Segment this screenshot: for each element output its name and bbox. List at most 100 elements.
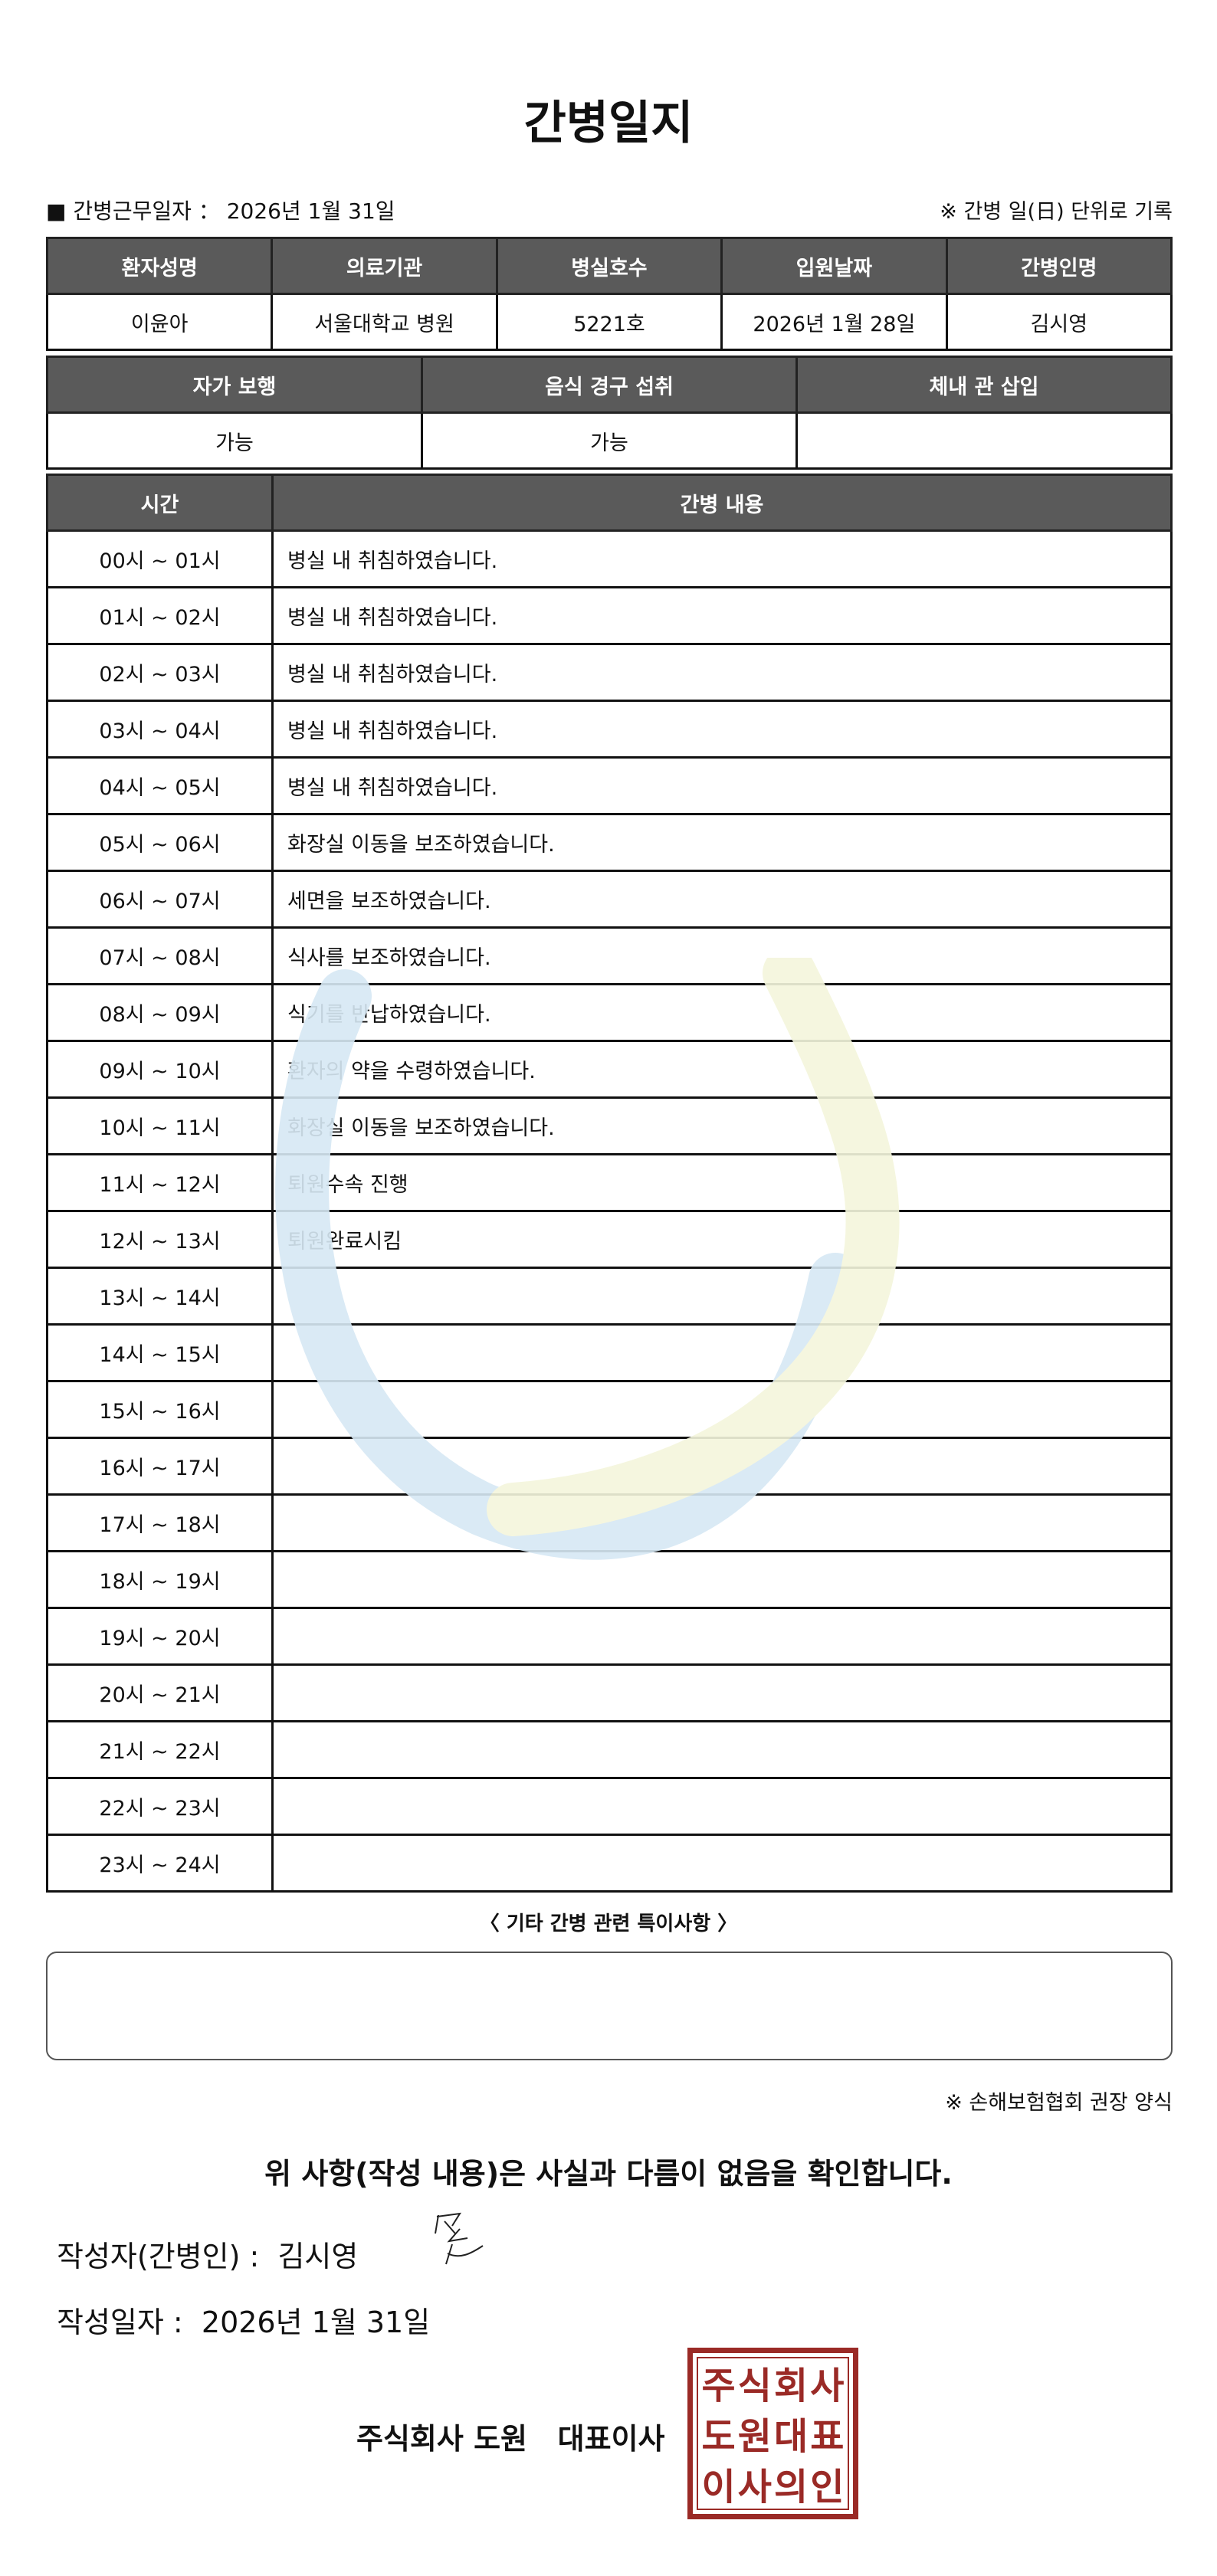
seal-glyph: 주 [701,2365,736,2407]
log-row: 08시 ~ 09시 식기를 반납하였습니다. [46,983,1173,1042]
header-cell: 의료기관 [271,237,498,295]
seal-glyph: 대 [774,2415,809,2458]
seal-glyph: 표 [810,2415,845,2458]
log-content: 병실 내 취침하였습니다. [271,643,1173,702]
seal-glyph: 인 [810,2466,845,2509]
log-time: 15시 ~ 16시 [46,1380,274,1439]
log-row: 19시 ~ 20시 [46,1607,1173,1666]
log-row: 04시 ~ 05시 병실 내 취침하였습니다. [46,756,1173,815]
log-row: 15시 ~ 16시 [46,1380,1173,1439]
log-row: 03시 ~ 04시 병실 내 취침하였습니다. [46,700,1173,759]
written-date-label: 작성일자 : [57,2306,183,2339]
log-row: 05시 ~ 06시 화장실 이동을 보조하였습니다. [46,813,1173,872]
log-row: 20시 ~ 21시 [46,1663,1173,1722]
log-row: 06시 ~ 07시 세면을 보조하였습니다. [46,870,1173,929]
log-row: 09시 ~ 10시 환자의 약을 수령하였습니다. [46,1040,1173,1099]
seal-glyph: 회 [774,2365,809,2407]
log-content [271,1550,1173,1609]
seal-glyph: 도 [701,2415,736,2458]
header-cell: 체내 관 삽입 [795,356,1173,414]
log-content [271,1380,1173,1439]
log-content [271,1834,1173,1893]
header-cell: 병실호수 [495,237,723,295]
log-time: 02시 ~ 03시 [46,643,274,702]
log-content [271,1663,1173,1722]
log-content: 세면을 보조하였습니다. [271,870,1173,929]
log-time: 13시 ~ 14시 [46,1267,274,1326]
log-content [271,1607,1173,1666]
log-row: 12시 ~ 13시 퇴원완료시킴 [46,1210,1173,1269]
seal-glyph: 의 [774,2466,809,2509]
log-time: 04시 ~ 05시 [46,756,274,815]
log-time: 03시 ~ 04시 [46,700,274,759]
writer-label: 작성자(간병인) : [57,2240,260,2273]
header-cell: 입원날짜 [720,237,948,295]
log-row: 21시 ~ 22시 [46,1720,1173,1779]
log-row: 02시 ~ 03시 병실 내 취침하였습니다. [46,643,1173,702]
log-content: 퇴원완료시킴 [271,1210,1173,1269]
log-row: 17시 ~ 18시 [46,1493,1173,1552]
log-content: 병실 내 취침하였습니다. [271,756,1173,815]
log-time: 11시 ~ 12시 [46,1153,274,1212]
confirmation-statement: 위 사항(작성 내용)은 사실과 다름이 없음을 확인합니다. [264,2157,953,2191]
log-time: 16시 ~ 17시 [46,1437,274,1496]
log-time: 10시 ~ 11시 [46,1096,274,1155]
log-time: 22시 ~ 23시 [46,1777,274,1836]
room-number: 5221호 [495,293,723,351]
log-time: 00시 ~ 01시 [46,529,274,588]
seal-glyph: 사 [810,2365,845,2407]
self-walking: 가능 [46,411,423,470]
work-date-label: ■ 간병근무일자 ： [46,198,220,224]
notes-title: 〈 기타 간병 관련 특이사항 〉 [479,1912,738,1935]
log-time: 17시 ~ 18시 [46,1493,274,1552]
header-cell: 음식 경구 섭취 [421,356,798,414]
log-content: 병실 내 취침하였습니다. [271,529,1173,588]
log-time: 05시 ~ 06시 [46,813,274,872]
log-row: 11시 ~ 12시 퇴원수속 진행 [46,1153,1173,1212]
written-date: 2026년 1월 31일 [201,2306,431,2339]
log-content: 병실 내 취침하였습니다. [271,700,1173,759]
notes-box[interactable] [46,1952,1173,2060]
log-content [271,1267,1173,1326]
header-cell: 간병인명 [945,237,1173,295]
log-row: 22시 ~ 23시 [46,1777,1173,1836]
seal-glyph: 사 [737,2466,772,2509]
hospital: 서울대학교 병원 [271,293,498,351]
log-row: 07시 ~ 08시 식사를 보조하였습니다. [46,926,1173,985]
log-row: 16시 ~ 17시 [46,1437,1173,1496]
log-time: 18시 ~ 19시 [46,1550,274,1609]
header-cell: 환자성명 [45,237,274,295]
writer-line: 작성자(간병인) : 김시영 [57,2233,358,2275]
admission-date: 2026년 1월 28일 [720,293,948,351]
log-content [271,1323,1173,1382]
log-row: 18시 ~ 19시 [46,1550,1173,1609]
log-content [271,1437,1173,1496]
log-content: 식사를 보조하였습니다. [271,926,1173,985]
oral-intake: 가능 [421,411,798,470]
log-row: 13시 ~ 14시 [46,1267,1173,1326]
header-cell: 자가 보행 [46,356,423,414]
log-content: 병실 내 취침하였습니다. [271,586,1173,645]
log-content [271,1777,1173,1836]
seal-glyph: 식 [737,2365,772,2407]
seal-glyph: 이 [701,2466,736,2509]
log-content [271,1493,1173,1552]
log-content: 식기를 반납하였습니다. [271,983,1173,1042]
log-time: 19시 ~ 20시 [46,1607,274,1666]
log-time: 07시 ~ 08시 [46,926,274,985]
log-time: 09시 ~ 10시 [46,1040,274,1099]
patient-name: 이윤아 [45,293,274,351]
log-row: 23시 ~ 24시 [46,1834,1173,1893]
document-title: 간병일지 [523,97,694,150]
log-row: 10시 ~ 11시 화장실 이동을 보조하였습니다. [46,1096,1173,1155]
source-note: ※ 손해보험협회 권장 양식 [945,2091,1173,2115]
log-content [271,1720,1173,1779]
log-time: 06시 ~ 07시 [46,870,274,929]
header-cell: 시간 [46,474,274,532]
log-time: 08시 ~ 09시 [46,983,274,1042]
patient-table: 환자성명 의료기관 병실호수 입원날짜 간병인명 이윤아 서울대학교 병원 5221호 202… [45,237,1173,351]
work-date: 2026년 1월 31일 [226,198,395,224]
log-content: 화장실 이동을 보조하였습니다. [271,813,1173,872]
signature-image [435,2212,484,2265]
